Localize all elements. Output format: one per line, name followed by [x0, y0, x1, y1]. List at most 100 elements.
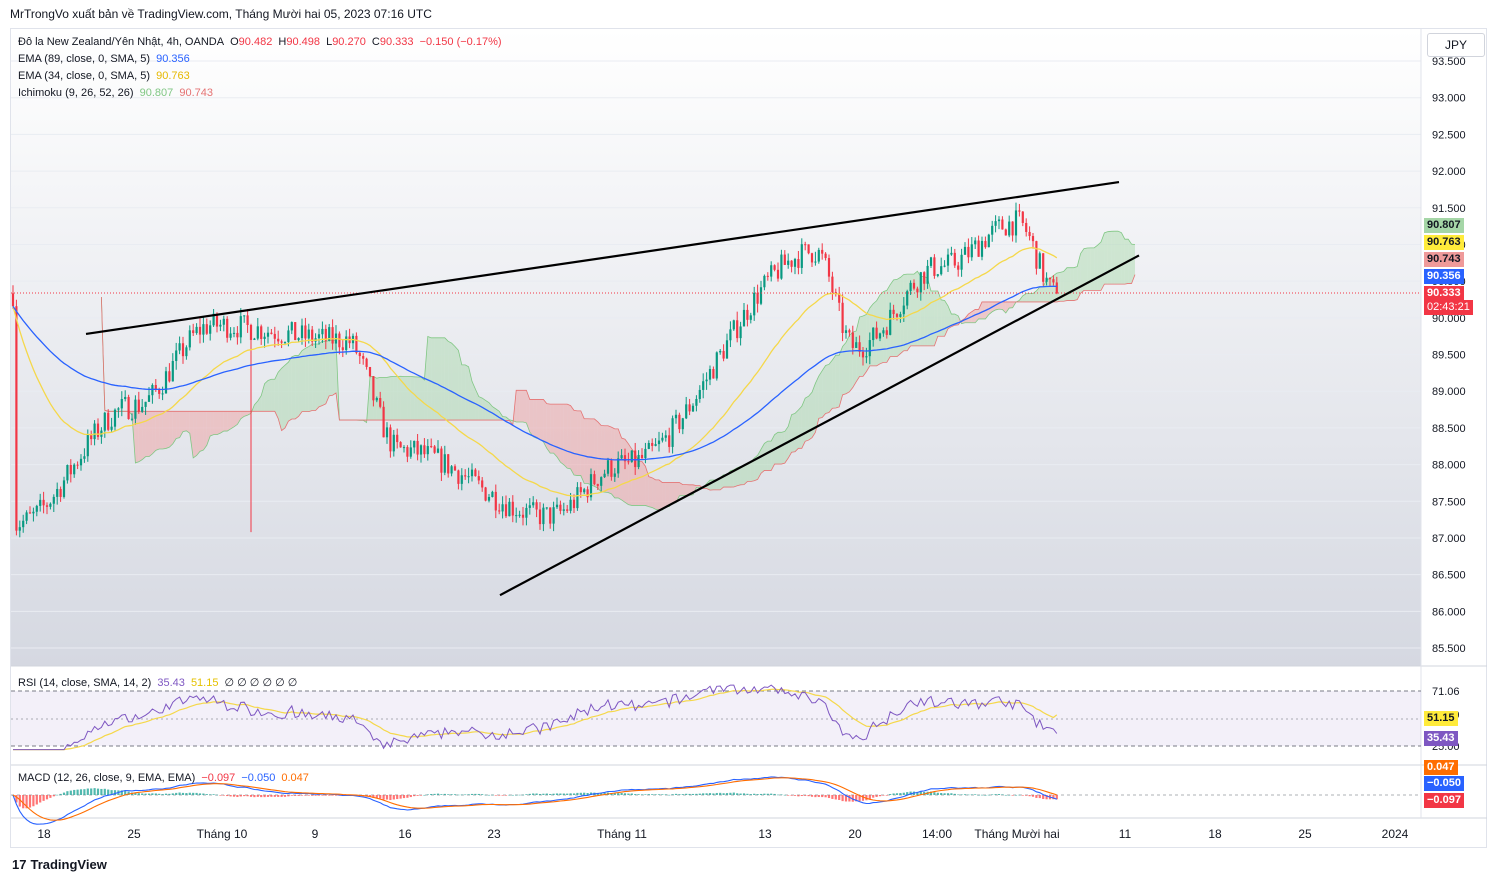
candle-body: [776, 269, 780, 279]
candle-body: [304, 325, 307, 339]
macd-bar: [780, 794, 783, 796]
cloud-segment: [733, 467, 738, 488]
candle-body: [739, 326, 742, 339]
macd-bar: [137, 793, 140, 795]
candle-body: [793, 259, 797, 267]
macd-bar: [889, 794, 892, 795]
cloud-segment: [526, 390, 530, 433]
candle-body: [226, 318, 229, 338]
ichimoku-legend[interactable]: Ichimoku (9, 26, 52, 26) 90.807 90.743: [18, 87, 216, 99]
ema34-legend[interactable]: EMA (34, close, 0, SMA, 5) 90.763: [18, 70, 193, 82]
cloud-segment: [189, 411, 194, 458]
candle-body: [39, 499, 42, 506]
cloud-segment: [431, 337, 435, 421]
time-tick: Tháng 11: [597, 827, 647, 841]
candle-body: [90, 435, 93, 440]
macd-bar: [402, 795, 406, 799]
macd-bar: [406, 795, 409, 798]
cloud-segment: [648, 476, 653, 508]
candle-body: [144, 401, 147, 407]
macd-bar: [297, 795, 300, 796]
candle-body: [790, 260, 793, 267]
macd-bar: [243, 795, 246, 797]
candle-body: [773, 265, 776, 270]
macd-bar: [426, 794, 429, 796]
macd-bar: [532, 793, 535, 795]
macd-bar: [35, 795, 38, 805]
macd-bar: [56, 794, 59, 796]
macd-bar: [447, 794, 450, 795]
candle-body: [243, 315, 246, 317]
macd-bar: [1045, 795, 1048, 800]
rsi-legend[interactable]: RSI (14, close, SMA, 14, 2) 35.43 51.15 …: [18, 676, 300, 689]
cloud-segment: [315, 343, 319, 411]
macd-legend[interactable]: MACD (12, 26, close, 9, EMA, EMA) −0.097…: [18, 772, 312, 784]
macd-bar: [239, 795, 242, 797]
tradingview-brand[interactable]: 17 TradingView: [12, 857, 107, 872]
candle-body: [501, 504, 504, 512]
candle-body: [470, 469, 474, 477]
time-tick: 16: [398, 827, 412, 841]
macd-bar: [389, 795, 392, 801]
cloud-segment: [407, 376, 411, 421]
cloud-segment: [730, 469, 734, 488]
low-label: L: [326, 36, 333, 48]
lower-trendline[interactable]: [499, 254, 1140, 597]
ema34-tag: 90.763: [1424, 235, 1464, 250]
candle-body: [83, 456, 86, 459]
time-tick: 23: [487, 827, 501, 841]
time-tick: 18: [37, 827, 51, 841]
macd-bar: [1004, 794, 1007, 796]
macd-bar: [603, 792, 606, 795]
macd-bar: [120, 790, 123, 795]
candle-body: [596, 484, 599, 486]
currency-button[interactable]: JPY: [1427, 33, 1485, 57]
cloud-segment: [193, 411, 197, 458]
cloud-segment: [859, 316, 863, 377]
candle-body: [59, 488, 62, 497]
cloud-segment: [563, 404, 568, 469]
cloud-segment: [676, 482, 680, 503]
candle-body: [277, 338, 280, 342]
symbol-legend[interactable]: Đô la New Zealand/Yên Nhật, 4h, OANDA O9…: [18, 36, 505, 48]
cloud-segment: [237, 411, 241, 425]
macd-bar: [807, 795, 810, 797]
macd-bar: [1028, 795, 1031, 797]
macd-bar: [96, 788, 100, 795]
cloud-segment: [281, 365, 285, 431]
macd-bar: [76, 789, 79, 795]
ema89-legend[interactable]: EMA (89, close, 0, SMA, 5) 90.356: [18, 53, 193, 65]
candle-body: [103, 412, 106, 431]
macd-bar: [491, 794, 494, 796]
macd-signal-value: 0.047: [281, 772, 309, 784]
macd-bar: [739, 793, 742, 795]
cloud-segment: [798, 406, 802, 449]
candle-body: [137, 399, 140, 412]
macd-bar: [236, 795, 239, 798]
candle-body: [538, 509, 542, 525]
cloud-segment: [567, 404, 571, 469]
candle-body: [491, 491, 494, 497]
macd-bar: [188, 792, 191, 795]
macd-bar: [991, 794, 994, 796]
candle-body: [413, 440, 416, 448]
macd-bar: [501, 795, 504, 796]
macd-bar: [368, 795, 372, 798]
rsi-line: [13, 684, 1058, 751]
upper-trendline[interactable]: [85, 180, 1120, 336]
candle-body: [542, 507, 545, 525]
time-axis: 18 25 Tháng 10 9 16 23 Tháng 11 13 20 14:00 Tháng …: [37, 827, 1408, 841]
cloud-segment: [295, 355, 299, 419]
macd-bar: [980, 794, 984, 796]
candle-body: [661, 437, 664, 441]
macd-bar: [729, 792, 732, 795]
candle-body: [76, 464, 79, 466]
candle-body: [984, 240, 987, 248]
candle-body: [671, 418, 674, 447]
macd-bar: [576, 792, 579, 795]
cloud-segment: [427, 336, 432, 421]
candle-body: [127, 396, 130, 420]
candle-body: [715, 352, 718, 379]
candle-body: [878, 333, 882, 339]
